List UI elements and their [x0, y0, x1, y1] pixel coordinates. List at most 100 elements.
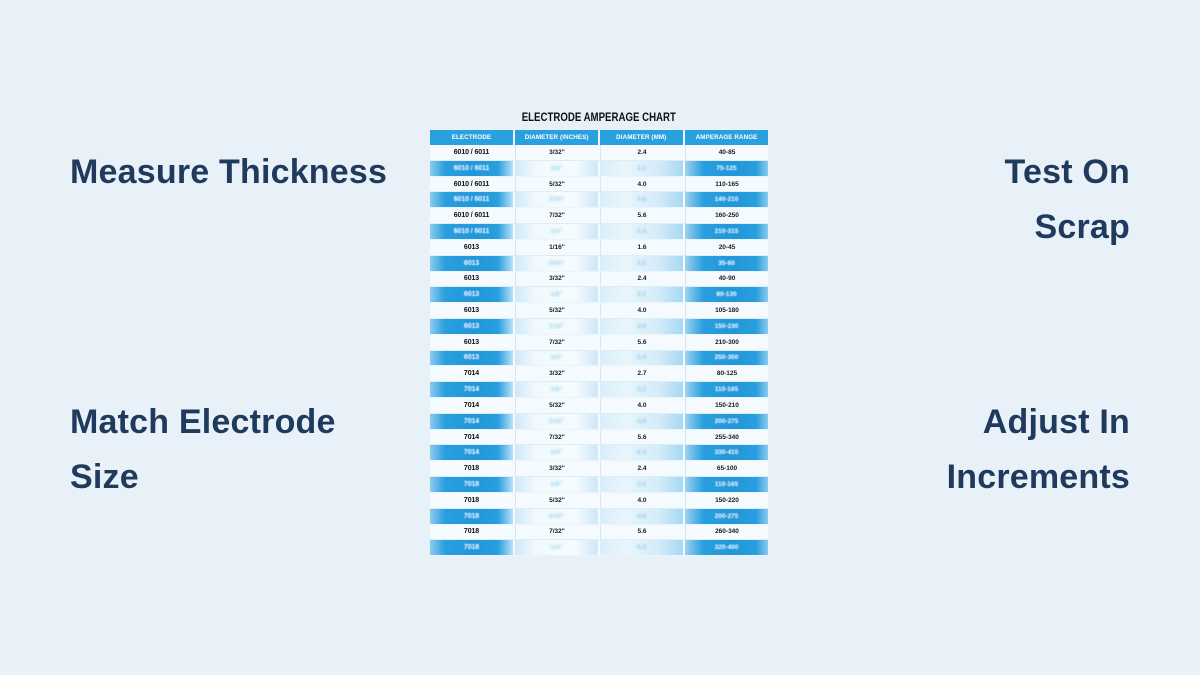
column-header-diameter-mm: DIAMETER (MM) — [600, 130, 683, 145]
table-row: 7018 7/32" 5.6 260-340 — [430, 524, 768, 541]
cell-electrode: 6013 — [463, 338, 480, 346]
cell-diameter-mm: 4.0 — [600, 176, 683, 192]
cell-diameter-inches: 5/32" — [515, 176, 598, 192]
cell-amperage-range: 200-275 — [685, 508, 768, 524]
cell-amperage-range: 40-85 — [685, 145, 768, 160]
cell-diameter-inches: 7/32" — [515, 429, 598, 445]
cell-amperage-range: 65-100 — [685, 461, 768, 477]
cell-electrode: 7018 — [430, 540, 513, 556]
cell-diameter-inches: 7/32" — [515, 334, 598, 350]
table-row: 7018 1/8" 3.2 110-165 — [430, 477, 768, 493]
cell-diameter-inches: 3/32" — [515, 366, 598, 382]
table-row: 7014 7/32" 5.6 255-340 — [430, 429, 768, 446]
cell-diameter-inches: 3/32" — [515, 271, 598, 287]
table-row: 7018 3/16" 4.8 200-275 — [430, 508, 768, 525]
cell-electrode: 7018 — [463, 528, 480, 536]
cell-diameter-inches: 1/8" — [515, 160, 598, 176]
table-row: 7018 3/32" 2.4 65-100 — [430, 461, 768, 478]
cell-diameter-inches: 3/16" — [515, 508, 598, 524]
cell-amperage-range: 250-350 — [685, 350, 768, 366]
cell-diameter-inches: 1/8" — [515, 477, 598, 492]
cell-diameter-inches: 1/4" — [515, 445, 598, 461]
cell-diameter-mm: 1.6 — [600, 239, 683, 255]
cell-electrode: 6010 / 6011 — [453, 212, 490, 220]
cell-amperage-range: 160-250 — [685, 208, 768, 224]
cell-electrode: 7014 — [430, 445, 513, 461]
cell-amperage-range: 330-415 — [685, 445, 768, 461]
cell-amperage-range: 255-340 — [685, 429, 768, 445]
table-row: 7018 1/4" 6.4 320-400 — [430, 540, 768, 557]
cell-electrode: 7018 — [430, 477, 513, 492]
table-row: 6010 / 6011 1/4" 6.4 210-315 — [430, 224, 768, 240]
cell-diameter-inches: 7/32" — [515, 208, 598, 224]
cell-diameter-inches: 1/8" — [515, 382, 598, 397]
cell-electrode: 6013 — [463, 307, 480, 315]
cell-electrode: 6013 — [463, 243, 480, 251]
table-row: 7014 1/8" 3.2 110-165 — [430, 382, 768, 398]
electrode-amperage-chart: ELECTRODE AMPERAGE CHART ELECTRODE DIAME… — [430, 106, 768, 557]
table-row: 6013 5/32" 4.0 105-180 — [430, 303, 768, 319]
cell-diameter-mm: 3.2 — [600, 382, 683, 397]
cell-amperage-range: 210-300 — [685, 334, 768, 350]
table-row: 6013 3/16" 4.8 150-230 — [430, 318, 768, 335]
cell-diameter-mm: 2.7 — [600, 366, 683, 382]
cell-diameter-mm: 6.4 — [600, 350, 683, 366]
cell-diameter-mm: 2.4 — [600, 271, 683, 287]
cell-diameter-mm: 5.6 — [600, 524, 683, 540]
tip-match-electrode-size: Match Electrode Size — [70, 403, 336, 496]
cell-amperage-range: 80-130 — [685, 287, 768, 303]
cell-amperage-range: 140-210 — [685, 192, 768, 208]
tip-measure-thickness: Measure Thickness — [70, 153, 388, 191]
cell-diameter-inches: 1/4" — [515, 540, 598, 556]
cell-diameter-mm: 4.8 — [600, 318, 683, 334]
cell-diameter-mm: 6.4 — [600, 224, 683, 239]
table-row: 7014 1/4" 6.4 330-415 — [430, 445, 768, 462]
cell-diameter-inches: 3/32" — [515, 461, 598, 477]
cell-diameter-inches: 1/16" — [515, 239, 598, 255]
cell-diameter-inches: 1/8" — [515, 287, 598, 303]
cell-diameter-mm: 4.0 — [600, 303, 683, 318]
tip-test-on-scrap: Test On Scrap — [1004, 153, 1130, 246]
column-header-diameter-inches: DIAMETER (INCHES) — [515, 130, 598, 145]
cell-electrode: 6013 — [463, 275, 480, 283]
cell-diameter-inches: 1/4" — [515, 224, 598, 239]
cell-diameter-mm: 3.2 — [600, 287, 683, 303]
table-header: ELECTRODE DIAMETER (INCHES) DIAMETER (MM… — [430, 130, 768, 145]
table-row: 7018 5/32" 4.0 150-220 — [430, 492, 768, 509]
table-row: 6013 1/8" 3.2 80-130 — [430, 287, 768, 304]
cell-amperage-range: 110-165 — [685, 176, 768, 192]
cell-amperage-range: 20-45 — [685, 239, 768, 255]
table-row: 6010 / 6011 3/16" 4.8 140-210 — [430, 192, 768, 209]
cell-electrode: 7018 — [463, 465, 480, 473]
cell-diameter-inches: 5/32" — [515, 492, 598, 508]
cell-amperage-range: 40-90 — [685, 271, 768, 287]
cell-electrode: 7014 — [430, 382, 513, 397]
cell-diameter-mm: 5.6 — [600, 429, 683, 445]
cell-diameter-inches: 5/32" — [515, 303, 598, 318]
cell-amperage-range: 110-165 — [685, 382, 768, 397]
table-row: 6013 7/32" 5.6 210-300 — [430, 334, 768, 351]
cell-diameter-inches: 3/16" — [515, 192, 598, 208]
table-row: 7014 3/32" 2.7 80-125 — [430, 366, 768, 383]
cell-electrode: 6010 / 6011 — [430, 160, 513, 176]
cell-diameter-mm: 4.0 — [600, 492, 683, 508]
cell-electrode: 7014 — [463, 433, 480, 441]
cell-electrode: 6013 — [430, 287, 513, 303]
cell-electrode: 7014 — [430, 413, 513, 429]
cell-diameter-mm: 4.8 — [600, 508, 683, 524]
cell-diameter-mm: 4.8 — [600, 192, 683, 208]
cell-amperage-range: 150-230 — [685, 318, 768, 334]
table-row: 7014 3/16" 4.8 200-275 — [430, 413, 768, 430]
cell-diameter-inches: 3/16" — [515, 413, 598, 429]
tip-adjust-in-increments: Adjust In Increments — [946, 403, 1130, 496]
cell-amperage-range: 210-315 — [685, 224, 768, 239]
table-body: 6010 / 6011 3/32" 2.4 40-85 6010 / 6011 … — [430, 145, 768, 557]
table-row: 6013 1/4" 6.4 250-350 — [430, 350, 768, 367]
cell-amperage-range: 35-60 — [685, 255, 768, 271]
cell-electrode: 7014 — [463, 401, 480, 409]
cell-electrode: 6010 / 6011 — [453, 148, 490, 156]
cell-diameter-inches: 3/16" — [515, 318, 598, 334]
cell-electrode: 6010 / 6011 — [453, 180, 490, 188]
cell-amperage-range: 75-125 — [685, 160, 768, 176]
